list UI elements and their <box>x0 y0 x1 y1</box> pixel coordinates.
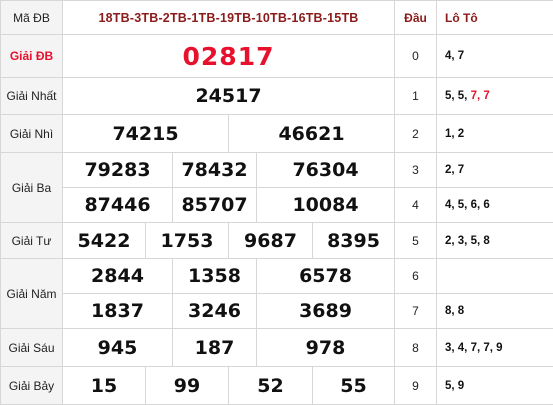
second-prize-row: Giải Nhì 74215 46621 <box>0 114 396 153</box>
fourth-prize-label: Giải Tư <box>0 222 63 259</box>
loto-head-digit: 1 <box>394 77 437 115</box>
loto-tail: 2, 3, 5, 8 <box>445 234 490 247</box>
fourth-prize-number: 9687 <box>228 222 313 259</box>
fourth-prize-number: 8395 <box>311 222 396 259</box>
loto-row: 8 3, 4, 7, 7, 9 <box>394 328 553 367</box>
third-prize-number: 79283 <box>62 152 173 188</box>
loto-tail: 4, 7 <box>445 50 465 62</box>
loto-head-digit: 7 <box>394 293 437 329</box>
third-prize-number: 87446 <box>62 187 173 223</box>
sixth-prize-row: Giải Sáu 945 187 978 <box>0 328 396 367</box>
fourth-prize-row: Giải Tư 5422 1753 9687 8395 <box>0 222 396 259</box>
first-prize-number: 24517 <box>61 77 396 115</box>
loto-head-digit: 6 <box>394 258 437 294</box>
fourth-prize-number: 1753 <box>145 222 229 259</box>
loto-row: 9 5, 9 <box>394 366 553 405</box>
special-codes: 18TB-3TB-2TB-1TB-19TB-10TB-16TB-15TB <box>61 0 396 35</box>
loto-tail-digits: 1, 2 <box>436 114 553 153</box>
loto-tail: 3, 4, 7, 7, 9 <box>445 341 503 354</box>
loto-row: 0 4, 7 <box>394 34 553 78</box>
seventh-prize-number: 52 <box>228 366 313 405</box>
second-prize-number: 74215 <box>62 114 229 153</box>
third-prize-number: 10084 <box>255 187 396 223</box>
third-prize-label: Giải Ba <box>0 152 63 223</box>
fifth-prize-row: Giải Năm 2844 1358 6578 <box>0 258 396 329</box>
third-prize-row: Giải Ba 79283 78432 76304 <box>0 152 396 223</box>
seventh-prize-number: 15 <box>62 366 146 405</box>
fifth-prize-number: 1837 <box>62 293 173 329</box>
loto-table: Đầu Lô Tô 0 4, 7 1 5, 5, 7, 7 2 1, 2 3 2, 7 4 4, … <box>394 0 553 405</box>
loto-head-digit: 4 <box>394 187 437 223</box>
loto-head-digit: 9 <box>394 366 437 405</box>
code-label: Mã ĐB <box>0 0 63 35</box>
loto-tail-digits: 4, 7 <box>436 34 553 78</box>
loto-tail: 2, 7 <box>445 164 465 176</box>
loto-head-digit: 3 <box>394 152 437 188</box>
sixth-prize-number: 978 <box>255 328 396 367</box>
loto-tail-digits: 8, 8 <box>436 293 553 329</box>
loto-tail-digits <box>436 258 553 294</box>
loto-tail-digits: 4, 5, 6, 6 <box>436 187 553 223</box>
loto-head-digit: 5 <box>394 222 437 259</box>
loto-tail-digits: 5, 5, 7, 7 <box>436 77 553 115</box>
loto-row: 1 5, 5, 7, 7 <box>394 77 553 115</box>
first-prize-label: Giải Nhất <box>0 77 63 115</box>
loto-head-digit: 2 <box>394 114 437 153</box>
third-prize-number: 76304 <box>255 152 396 188</box>
loto-head-digit: 8 <box>394 328 437 367</box>
sixth-prize-number: 945 <box>62 328 173 367</box>
loto-row: 4 4, 5, 6, 6 <box>394 187 553 223</box>
loto-special-tail: 7, 7 <box>470 90 490 102</box>
third-prize-number: 78432 <box>172 152 257 188</box>
head-column-header: Đầu <box>394 0 437 35</box>
seventh-prize-label: Giải Bảy <box>0 366 63 405</box>
fifth-prize-number: 3246 <box>172 293 257 329</box>
loto-row: 5 2, 3, 5, 8 <box>394 222 553 259</box>
loto-row: 3 2, 7 <box>394 152 553 188</box>
loto-tail-digits: 5, 9 <box>436 366 553 405</box>
fifth-prize-number: 3689 <box>255 293 396 329</box>
second-prize-label: Giải Nhì <box>0 114 63 153</box>
fifth-prize-number: 2844 <box>62 258 173 294</box>
loto-tail: 5, 5, <box>445 90 471 102</box>
first-prize-row: Giải Nhất 24517 <box>0 77 396 115</box>
sixth-prize-label: Giải Sáu <box>0 328 63 367</box>
loto-header-row: Đầu Lô Tô <box>394 0 553 35</box>
code-row: Mã ĐB 18TB-3TB-2TB-1TB-19TB-10TB-16TB-15… <box>0 0 396 35</box>
special-prize-row: Giải ĐB 02817 <box>0 34 396 78</box>
prize-table: Mã ĐB 18TB-3TB-2TB-1TB-19TB-10TB-16TB-15… <box>0 0 396 405</box>
seventh-prize-number: 99 <box>145 366 229 405</box>
seventh-prize-row: Giải Bảy 15 99 52 55 <box>0 366 396 405</box>
loto-tail-digits: 3, 4, 7, 7, 9 <box>436 328 553 367</box>
sixth-prize-number: 187 <box>172 328 257 367</box>
seventh-prize-number: 55 <box>311 366 396 405</box>
loto-tail-digits: 2, 7 <box>436 152 553 188</box>
loto-row: 2 1, 2 <box>394 114 553 153</box>
loto-row: 7 8, 8 <box>394 293 553 329</box>
fifth-prize-row: 1837 3246 3689 <box>1 293 396 329</box>
loto-tail: 4, 5, 6, 6 <box>445 199 490 211</box>
loto-column-header: Lô Tô <box>436 0 553 35</box>
special-prize-label: Giải ĐB <box>0 34 63 78</box>
loto-tail-digits: 2, 3, 5, 8 <box>436 222 553 259</box>
fifth-prize-number: 6578 <box>255 258 396 294</box>
loto-tail: 1, 2 <box>445 127 465 140</box>
special-prize-number: 02817 <box>61 34 396 78</box>
fifth-prize-label: Giải Năm <box>0 258 63 329</box>
loto-head-digit: 0 <box>394 34 437 78</box>
loto-tail: 8, 8 <box>445 305 465 317</box>
fourth-prize-number: 5422 <box>62 222 146 259</box>
third-prize-number: 85707 <box>172 187 257 223</box>
loto-row: 6 <box>394 258 553 294</box>
second-prize-number: 46621 <box>227 114 396 153</box>
fifth-prize-number: 1358 <box>172 258 257 294</box>
loto-tail: 5, 9 <box>445 379 465 392</box>
